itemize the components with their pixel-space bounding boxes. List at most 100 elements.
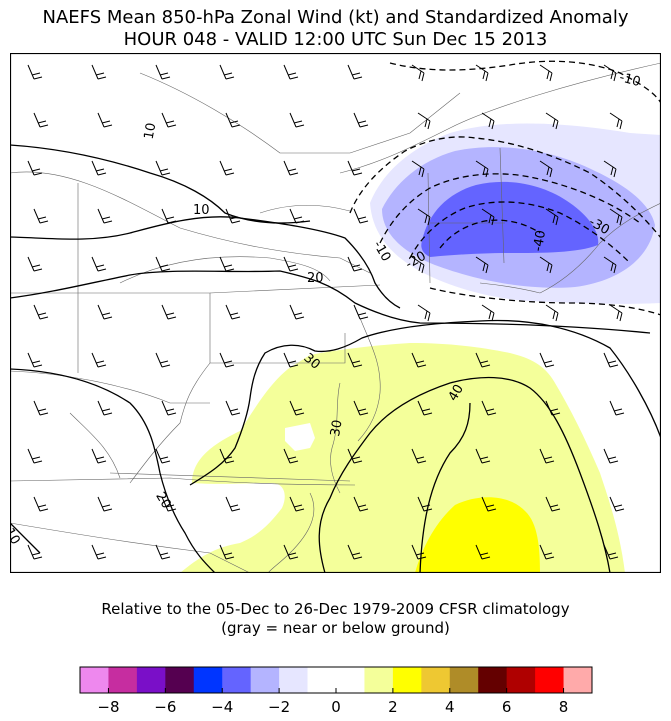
wind-barb [411, 352, 427, 368]
contour-minus10-ne [389, 60, 661, 104]
wind-barb [161, 496, 177, 512]
wind-barb [155, 352, 171, 368]
wind-barb [91, 544, 107, 560]
colorbar-cell [80, 667, 109, 693]
wind-barb [27, 256, 43, 272]
wind-barb [475, 544, 491, 560]
wind-barb [161, 112, 177, 128]
wind-barb [155, 544, 171, 560]
colorbar-cell [250, 667, 280, 693]
wind-barb [545, 304, 559, 322]
contour-label: 10 [10, 526, 23, 548]
wv-border [129, 362, 211, 484]
wind-barb [219, 256, 235, 272]
anomaly-colorbar: −8 −6 −4 −2 0 2 4 6 8 [79, 666, 593, 716]
wind-barb [539, 352, 555, 368]
outer-banks [267, 492, 315, 573]
colorbar-cell [108, 667, 138, 693]
wind-barb [539, 256, 553, 274]
wind-barb [347, 256, 363, 272]
wind-barb [225, 112, 241, 128]
wind-barb [283, 448, 299, 464]
wind-barb [417, 208, 431, 226]
wind-contours [10, 60, 661, 573]
wind-barb [411, 544, 427, 560]
wind-barb [27, 64, 43, 80]
wind-barb [609, 400, 625, 416]
wind-barb [539, 64, 553, 82]
wind-barb [609, 304, 623, 322]
wind-barb [475, 160, 489, 178]
colorbar-tick-label: −2 [268, 698, 290, 716]
colorbar-cell [136, 667, 166, 693]
wind-barb [603, 256, 617, 274]
contour-40-inner [419, 402, 471, 573]
tn-border [69, 412, 121, 479]
contour-minus10 [349, 136, 661, 239]
colorbar-tick-label: −6 [154, 698, 176, 716]
colorbar-cell [222, 667, 252, 693]
wind-barb [481, 208, 495, 226]
map-title-line1: NAEFS Mean 850-hPa Zonal Wind (kt) and S… [42, 7, 629, 28]
wind-barb [481, 496, 497, 512]
wind-barb [417, 112, 431, 130]
wind-barb [545, 400, 561, 416]
contour-label: 10 [142, 122, 160, 141]
wind-barb [539, 544, 555, 560]
wind-barb [353, 304, 369, 320]
wind-barb [347, 544, 363, 560]
colorbar-cell [478, 667, 508, 693]
wind-barb [603, 352, 619, 368]
va-border [109, 472, 351, 482]
wind-barb [417, 400, 433, 416]
wind-barb [97, 496, 113, 512]
contour-label: 20 [307, 271, 324, 286]
colorbar-tick-label: −8 [97, 698, 119, 716]
wind-barb [155, 64, 171, 80]
wind-barb [545, 112, 559, 130]
wind-barb [411, 256, 425, 274]
wind-barb [27, 352, 43, 368]
colorbar-cell [563, 667, 593, 693]
wind-barb [97, 112, 113, 128]
colorbar-tick-label: 2 [388, 698, 398, 716]
wind-barb [289, 304, 305, 320]
wind-barb [33, 400, 49, 416]
wind-barb [417, 496, 433, 512]
contour-40 [318, 376, 611, 573]
wind-barb [97, 400, 113, 416]
wind-barb [161, 400, 177, 416]
contour-label: 20 [152, 490, 173, 512]
ky-border [10, 370, 210, 404]
contour-label: -40 [531, 229, 549, 253]
wind-barb [225, 400, 241, 416]
wind-barb [155, 448, 171, 464]
wind-barb [475, 256, 489, 274]
wind-barb [609, 208, 623, 226]
wind-barb [347, 352, 363, 368]
wind-barb [545, 496, 561, 512]
colorbar-cell [193, 667, 223, 693]
wind-barb [33, 208, 49, 224]
wind-barb [475, 352, 491, 368]
contour-10-west [10, 522, 41, 554]
wind-barb [283, 64, 299, 80]
wind-barb [219, 160, 235, 176]
colorbar-cell [307, 667, 337, 693]
wind-barb [411, 448, 427, 464]
boundaries [10, 62, 661, 573]
wind-barb [353, 400, 369, 416]
wind-barb [161, 304, 177, 320]
wind-barb [91, 352, 107, 368]
wind-barbs [27, 64, 625, 560]
contour-20-south [10, 368, 216, 573]
sc-coast [10, 522, 251, 573]
st-lawrence [339, 62, 661, 174]
colorbar-tick-label: 4 [445, 698, 455, 716]
gray-note-caption: (gray = near or below ground) [221, 619, 450, 637]
wind-barb [219, 544, 235, 560]
wind-barb [603, 544, 619, 560]
colorbar-cell [279, 667, 309, 693]
wind-barb [225, 208, 241, 224]
wind-barb [289, 112, 305, 128]
